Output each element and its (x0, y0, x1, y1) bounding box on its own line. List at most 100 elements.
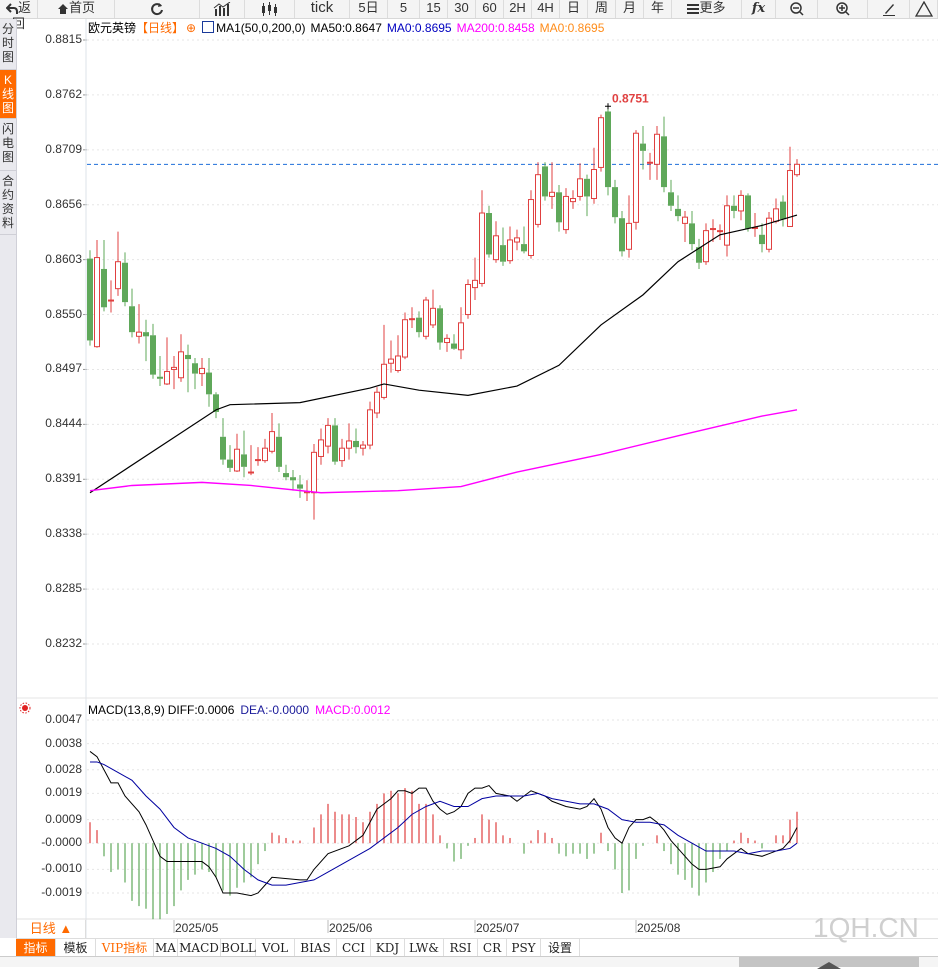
candle (766, 211, 772, 253)
macd-settings-icon[interactable] (19, 702, 31, 714)
candle (87, 250, 93, 346)
candle (619, 210, 625, 257)
toolbar-button-pen[interactable] (868, 0, 910, 18)
toolbar-button-6[interactable]: 5日 (350, 0, 388, 18)
candle-body (521, 244, 527, 252)
candle (367, 401, 373, 450)
toolbar-button-0[interactable]: 返回 (0, 0, 38, 31)
indicator-tab-14[interactable]: 设置 (541, 939, 580, 957)
candle-body (703, 230, 709, 263)
indicator-tab-7[interactable]: BIAS (295, 939, 337, 957)
period-selector-button[interactable]: 日线 ▲ (17, 920, 86, 938)
candle-body (199, 367, 205, 375)
candle-body (738, 194, 744, 212)
toolbar-button-13[interactable]: 日 (560, 0, 588, 18)
candle (563, 188, 569, 234)
indicator-tab-13[interactable]: PSY (507, 939, 541, 957)
indicator-tab-12[interactable]: CR (478, 939, 507, 957)
price-axis-label: 0.8444 (45, 416, 82, 431)
diff-line (89, 751, 798, 897)
left-tab-1[interactable]: K线图 (0, 70, 16, 119)
toolbar-button-17[interactable]: 更多 (672, 0, 742, 18)
toolbar-button-5[interactable]: tick (295, 0, 350, 18)
price-axis-label: 0.8391 (45, 471, 82, 486)
toolbar-label: 60 (482, 0, 497, 15)
indicator-tab-2[interactable]: VIP指标 (96, 939, 154, 957)
zoom-out-icon (789, 0, 804, 16)
indicator-tabs: 指标 模板 VIP指标 MA MACD BOLL VOL BIAS CCI KDJ LW& RSI CR… (16, 938, 938, 957)
candle-body (724, 205, 730, 246)
indicator-tab-10[interactable]: LW& (405, 939, 444, 957)
candle (262, 438, 268, 463)
indicator-tab-1[interactable]: 模板 (56, 939, 96, 957)
toolbar-button-15[interactable]: 月 (616, 0, 644, 18)
candle-body (668, 192, 674, 206)
dea-value: DEA:-0.0000 (240, 703, 310, 717)
candle-body (451, 343, 457, 349)
candle (437, 305, 443, 350)
indicator-tab-5[interactable]: BOLL (221, 939, 256, 957)
toolbar-button-candlestick[interactable] (245, 0, 295, 18)
candle (689, 210, 695, 251)
indicator-tab-9[interactable]: KDJ (371, 939, 405, 957)
candle (507, 226, 513, 264)
candle-body (682, 216, 688, 224)
dea-line (90, 761, 798, 886)
indicator-tab-3[interactable]: MA (154, 939, 178, 957)
toolbar-button-1[interactable]: 首页 (38, 0, 115, 18)
indicator-chart-icon[interactable] (202, 21, 215, 33)
indicator-tab-11[interactable]: RSI (444, 939, 478, 957)
candle-body (353, 440, 359, 448)
candle (416, 311, 422, 338)
toolbar-button-12[interactable]: 4H (532, 0, 560, 18)
candle-body (626, 222, 632, 250)
candle (444, 334, 450, 352)
toolbar-button-zoom-out[interactable] (776, 0, 818, 18)
toolbar-button-refresh[interactable] (115, 0, 200, 18)
candle-body (654, 133, 660, 165)
toolbar-button-8[interactable]: 15 (420, 0, 448, 18)
price-axis-label: 0.8497 (45, 361, 82, 376)
candle-body (367, 409, 373, 446)
price-axis-label: 0.8815 (45, 32, 82, 46)
indicator-tab-8[interactable]: CCI (337, 939, 371, 957)
horizontal-scrollbar[interactable] (0, 956, 938, 969)
date-axis-label: 2025/07 (476, 921, 520, 935)
toolbar-button-9[interactable]: 30 (448, 0, 476, 18)
fx-icon: fx (751, 1, 766, 16)
indicator-tab-6[interactable]: VOL (256, 939, 295, 957)
date-axis-label: 2025/06 (329, 921, 373, 935)
indicator-tab-0[interactable]: 指标 (16, 939, 56, 957)
candle-body (339, 447, 345, 462)
toolbar-button-zoom-in[interactable] (818, 0, 868, 18)
indicator-tab-4[interactable]: MACD (178, 939, 221, 957)
left-tab-0[interactable]: 分时图 (0, 19, 16, 70)
left-tab-3[interactable]: 合约资料 (0, 171, 16, 235)
candle (605, 106, 611, 196)
toolbar-button-10[interactable]: 60 (476, 0, 504, 18)
candle (759, 223, 765, 253)
add-indicator-icon[interactable]: ⊕ (186, 21, 197, 35)
candle-body (185, 354, 191, 360)
left-tab-2[interactable]: 闪电图 (0, 119, 16, 171)
ma50-value: MA50:0.8647 (310, 21, 382, 35)
toolbar-button-triangle[interactable] (910, 0, 938, 18)
candle (192, 358, 198, 390)
candle (542, 162, 548, 201)
toolbar-button-7[interactable]: 5 (388, 0, 420, 18)
candle-body (507, 239, 513, 262)
macd-name: MACD(13,8,9) (88, 703, 165, 717)
candle (395, 335, 401, 373)
candle (794, 159, 800, 177)
toolbar-button-16[interactable]: 年 (644, 0, 672, 18)
candle (612, 179, 618, 224)
home-icon (57, 0, 69, 15)
candle-body (388, 358, 394, 364)
toolbar-button-bar-chart[interactable] (200, 0, 245, 18)
main-legend: 欧元英镑【日线】 ⊕ MA1(50,0,200,0) MA50:0.8647 MA0:0… (88, 20, 609, 36)
toolbar-button-fx[interactable]: fx (742, 0, 776, 18)
toolbar-button-11[interactable]: 2H (504, 0, 532, 18)
toolbar-button-14[interactable]: 周 (588, 0, 616, 18)
candle-body (647, 161, 653, 164)
